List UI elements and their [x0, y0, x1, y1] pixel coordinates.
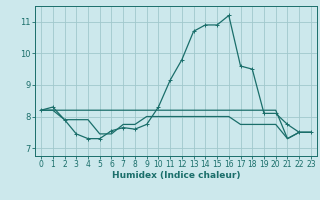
X-axis label: Humidex (Indice chaleur): Humidex (Indice chaleur): [112, 171, 240, 180]
